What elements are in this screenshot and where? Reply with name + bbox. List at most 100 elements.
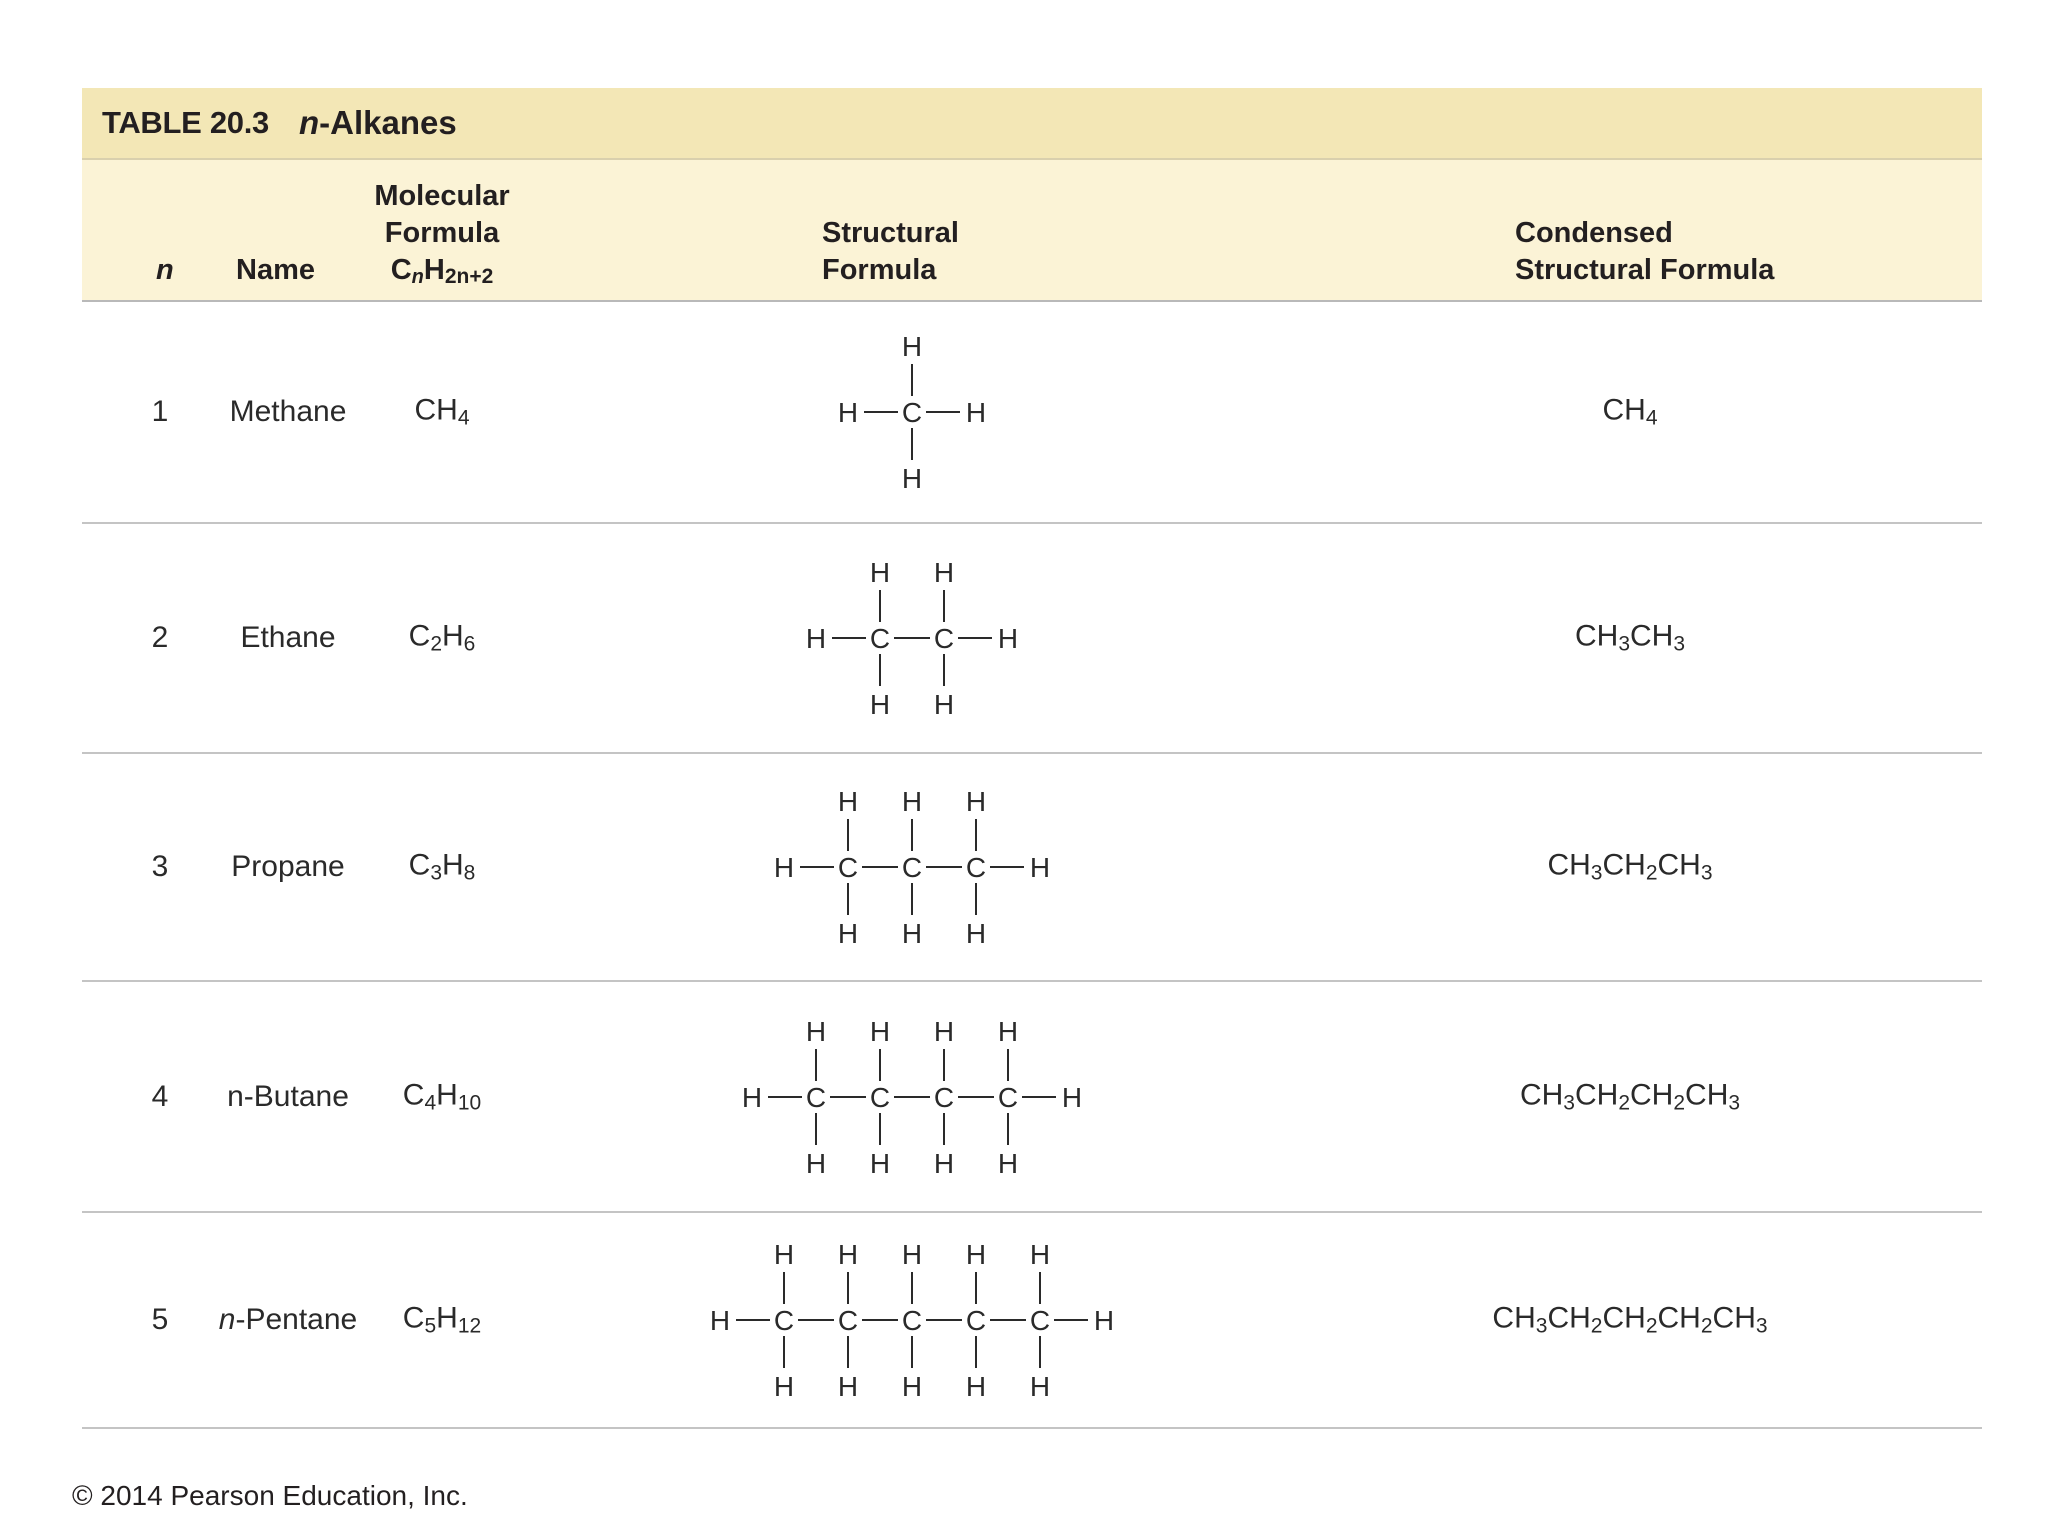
hydrogen-atom: H [902,1239,922,1270]
row-name-text: -Pentane [235,1303,358,1336]
carbon-atom: C [902,852,922,883]
hydrogen-atom: H [870,1148,890,1179]
hydrogen-atom: H [774,1371,794,1402]
hydrogen-atom: H [966,1371,986,1402]
structural-formula-diagram: H C H H C H H C H H C H H H [742,1016,1082,1179]
hydrogen-atom: H [1030,1239,1050,1270]
hydrogen-atom: H [902,786,922,817]
carbon-atom: C [806,1082,826,1113]
row-name-text: Propane [231,850,345,883]
hydrogen-atom: H [966,918,986,949]
carbon-atom: C [934,1082,954,1113]
hydrogen-atom: H [902,1371,922,1402]
hydrogen-atom: H [870,1016,890,1047]
hydrogen-atom: H [870,689,890,720]
structural-formula-diagram: H C H H H [838,331,986,494]
carbon-atom: C [902,397,922,428]
hydrogen-atom: H [966,786,986,817]
hydrogen-atom: H [1030,1371,1050,1402]
hydrogen-atom: H [806,623,826,654]
row-molecular-formula: C5H12 [402,1301,482,1338]
hydrogen-atom: H [1030,852,1050,883]
row-name: n-Pentane [219,1303,357,1337]
hydrogen-atom: H [934,1016,954,1047]
carbon-atom: C [838,1305,858,1336]
row-name-text: Methane [229,395,347,428]
carbon-atom: C [870,623,890,654]
row-n: 1 [151,395,169,428]
hydrogen-atom: H [934,689,954,720]
hydrogen-atom: H [998,623,1018,654]
hydrogen-atom: H [838,918,858,949]
hydrogen-atom: H [806,1016,826,1047]
row-name: Propane [231,850,344,884]
row-n: 4 [151,1079,169,1113]
hydrogen-atom: H [1094,1305,1114,1336]
carbon-atom: C [934,623,954,654]
carbon-atom: C [966,852,986,883]
header-molecular-formula: Molecular Formula CnH2n+2 [374,180,510,288]
hydrogen-atom: H [774,852,794,883]
table-body: 1 Methane CH4 H C H H H CH4 2 Ethane C2H6 H C H H C H H H CH… [82,302,1982,1429]
row-condensed-formula: CH3CH2CH2CH3 [1519,1078,1741,1114]
carbon-atom: C [838,852,858,883]
table-row: 5 n-Pentane C5H12 H C H H C H H C H H C H H C H H H CH3CH2CH… [82,1213,1982,1429]
structural-formula-diagram: H C H H C H H C H H H [774,786,1050,949]
row-condensed-formula: CH3CH2CH3 [1547,848,1713,885]
hydrogen-atom: H [902,463,922,494]
row-name: n-Butane [227,1080,349,1114]
row-molecular-formula: C3H8 [408,848,476,885]
row-n: 3 [151,850,169,883]
hydrogen-atom: H [742,1082,762,1113]
carbon-atom: C [870,1082,890,1113]
hydrogen-atom: H [998,1148,1018,1179]
table-row: 3 Propane C3H8 H C H H C H H C H H H CH3CH2CH3 [82,754,1982,982]
table-header: n Name Molecular Formula CnH2n+2 Structu… [82,160,1982,302]
structural-formula-diagram: H C H H C H H C H H C H H C H H H [710,1239,1114,1402]
hydrogen-atom: H [902,331,922,362]
table-title-bar: TABLE 20.3 n-Alkanes [82,88,1982,160]
structural-formula-diagram: H C H H C H H H [806,557,1018,720]
row-name-italic-prefix: n [218,1303,236,1336]
hydrogen-atom: H [710,1305,730,1336]
carbon-atom: C [774,1305,794,1336]
row-name-text: Ethane [240,621,336,654]
table-title: n-Alkanes [299,104,457,142]
copyright-notice: © 2014 Pearson Education, Inc. [72,1480,468,1511]
hydrogen-atom: H [934,557,954,588]
header-structural-formula: Structural Formula [822,217,959,286]
header-condensed-formula: Condensed Structural Formula [1515,217,1775,286]
header-n: n [156,254,174,286]
row-molecular-formula: CH4 [414,393,470,430]
table-title-rest: -Alkanes [319,104,457,141]
hydrogen-atom: H [838,786,858,817]
hydrogen-atom: H [998,1016,1018,1047]
table-row: 4 n-Butane C4H10 H C H H C H H C H H C H H H CH3CH2CH2CH3 [82,982,1982,1213]
hydrogen-atom: H [870,557,890,588]
hydrogen-atom: H [934,1148,954,1179]
row-n: 5 [151,1303,169,1336]
row-condensed-formula: CH3CH2CH2CH2CH3 [1492,1301,1768,1338]
row-molecular-formula: C2H6 [408,619,476,656]
carbon-atom: C [902,1305,922,1336]
carbon-atom: C [966,1305,986,1336]
table-number: TABLE 20.3 [102,105,269,140]
row-name-text: n-Butane [227,1079,349,1113]
table-row: 2 Ethane C2H6 H C H H C H H H CH3CH3 [82,524,1982,754]
row-molecular-formula: C4H10 [402,1078,482,1114]
carbon-atom: C [998,1082,1018,1113]
hydrogen-atom: H [966,1239,986,1270]
hydrogen-atom: H [838,397,858,428]
row-condensed-formula: CH4 [1602,393,1658,430]
hydrogen-atom: H [838,1371,858,1402]
header-name: Name [236,254,315,286]
carbon-atom: C [1030,1305,1050,1336]
hydrogen-atom: H [838,1239,858,1270]
hydrogen-atom: H [966,397,986,428]
row-name: Methane [230,395,347,429]
hydrogen-atom: H [774,1239,794,1270]
row-n: 2 [151,621,169,654]
hydrogen-atom: H [1062,1082,1082,1113]
row-condensed-formula: CH3CH3 [1574,619,1686,656]
table-row: 1 Methane CH4 H C H H H CH4 [82,302,1982,524]
